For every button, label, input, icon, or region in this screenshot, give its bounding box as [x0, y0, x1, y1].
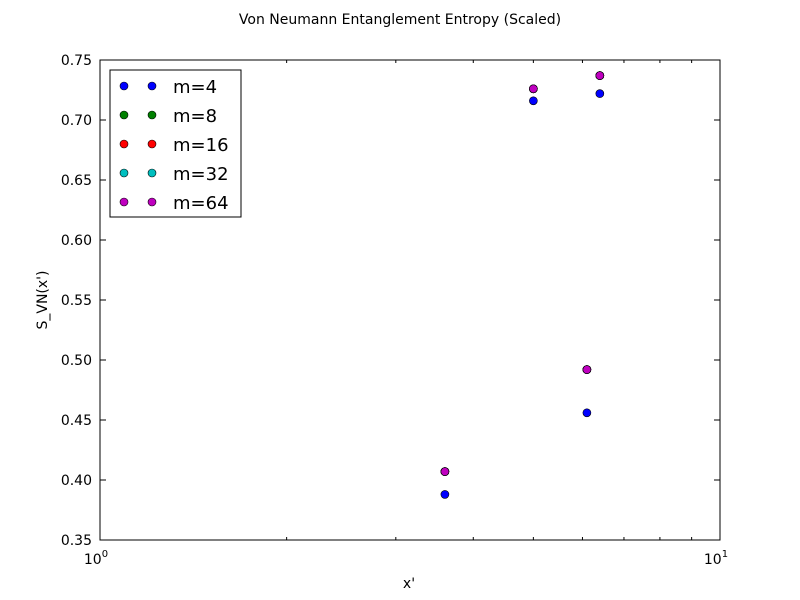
data-point — [440, 490, 450, 499]
plot-area: 0.35 0.40 0.45 0.50 0.55 0.60 0.65 0.70 0.75 100 1… — [61, 53, 728, 568]
data-point — [595, 71, 605, 80]
legend: m=4 m=8 m=16 m=32 m=64 — [109, 69, 242, 218]
legend-label: m=16 — [173, 135, 229, 156]
data-point — [582, 365, 592, 374]
data-point — [529, 96, 538, 106]
legend-label: m=64 — [173, 193, 229, 214]
legend-marker — [147, 197, 157, 207]
y-tick-label: 0.55 — [61, 293, 92, 309]
legend-marker — [147, 139, 157, 149]
chart-title: Von Neumann Entanglement Entropy (Scaled… — [239, 12, 561, 28]
legend-marker — [119, 197, 129, 207]
x-axis-label: x' — [403, 576, 415, 592]
x-tick-label: 101 — [704, 549, 728, 568]
legend-label: m=8 — [173, 106, 217, 127]
y-tick-label: 0.60 — [61, 233, 92, 249]
legend-marker — [147, 168, 157, 178]
y-tick-label: 0.35 — [61, 533, 92, 549]
y-tick-label: 0.65 — [61, 173, 92, 189]
plot-frame — [99, 59, 721, 541]
legend-marker — [147, 110, 157, 120]
data-point — [529, 84, 538, 94]
legend-marker — [119, 168, 129, 178]
legend-marker — [119, 81, 129, 91]
data-point — [582, 408, 592, 418]
legend-marker — [147, 81, 157, 91]
data-point — [440, 467, 450, 476]
legend-label: m=32 — [173, 164, 229, 185]
y-tick-label: 0.40 — [61, 473, 92, 489]
y-tick-label: 0.50 — [61, 353, 92, 369]
y-tick-label: 0.45 — [61, 413, 92, 429]
legend-marker — [119, 139, 129, 149]
y-tick-label: 0.70 — [61, 113, 92, 129]
legend-marker — [119, 110, 129, 120]
x-tick-label: 100 — [84, 549, 108, 568]
data-point — [595, 89, 605, 98]
y-axis-label: S_VN(x') — [35, 271, 51, 330]
legend-label: m=4 — [173, 77, 217, 98]
legend-box — [109, 69, 242, 218]
y-tick-label: 0.75 — [61, 53, 92, 69]
